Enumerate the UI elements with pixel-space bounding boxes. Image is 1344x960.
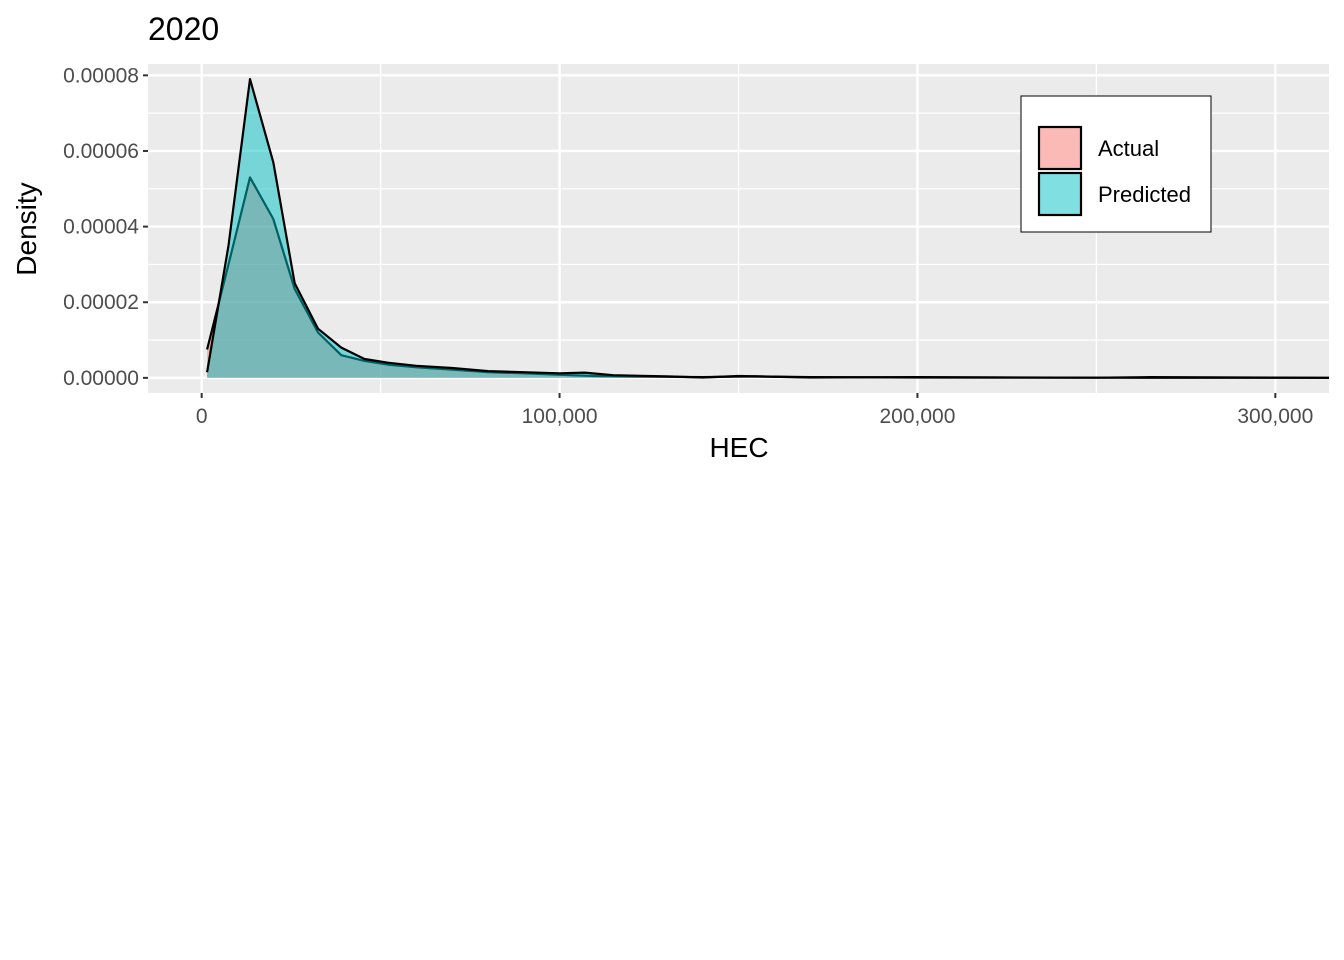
- x-axis: 0 100,000 200,000 300,000: [196, 393, 1313, 428]
- y-axis-title: Density: [11, 182, 42, 275]
- x-axis-title: HEC: [709, 432, 768, 463]
- legend-key-predicted: [1037, 171, 1083, 217]
- legend: Actual Predicted: [1020, 95, 1212, 233]
- legend-label-predicted: Predicted: [1098, 182, 1191, 207]
- y-tick-label: 0.00008: [63, 64, 139, 87]
- density-series: [206, 77, 1330, 379]
- legend-key-actual: [1037, 125, 1083, 171]
- x-tick-label: 300,000: [1237, 405, 1313, 428]
- density-area-predicted: [207, 79, 1330, 378]
- x-tick-label: 100,000: [522, 405, 598, 428]
- density-line-predicted: [206, 77, 1330, 379]
- y-tick-label: 0.00006: [63, 140, 139, 163]
- y-tick-label: 0.00004: [63, 216, 139, 239]
- chart-title: 2020: [148, 11, 219, 47]
- y-tick-label: 0.00000: [63, 367, 139, 390]
- x-tick-label: 200,000: [879, 405, 955, 428]
- x-tick-label: 0: [196, 405, 208, 428]
- legend-label-actual: Actual: [1098, 136, 1159, 161]
- y-tick-label: 0.00002: [63, 291, 139, 314]
- y-axis: 0.00000 0.00002 0.00004 0.00006 0.00008: [63, 64, 148, 390]
- minor-gridlines: [148, 64, 1329, 393]
